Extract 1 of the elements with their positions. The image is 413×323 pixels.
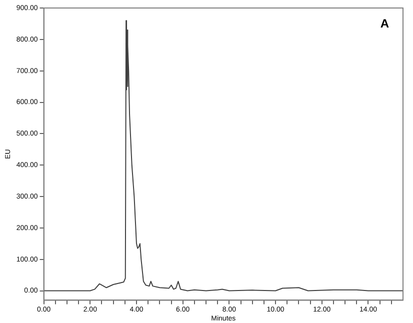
annotation: A — [380, 16, 390, 30]
